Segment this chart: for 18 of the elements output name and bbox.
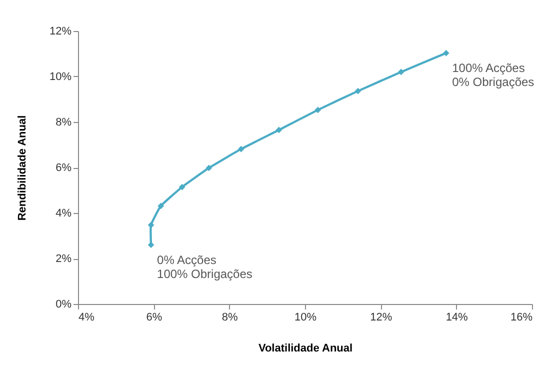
x-tick-label: 6% — [146, 312, 162, 324]
y-axis-title: Rendibilidade Anual — [16, 115, 28, 221]
y-tick-label: 12% — [49, 26, 72, 38]
x-tick-label: 16% — [510, 312, 533, 324]
annotation: 0% Acções 100% Obrigações — [157, 252, 252, 281]
x-tick-label: 10% — [294, 312, 317, 324]
y-tick-label: 8% — [56, 116, 72, 128]
y-tick-label: 0% — [56, 298, 72, 310]
annotation: 100% Acções 0% Obrigações — [452, 61, 534, 90]
x-tick-label: 12% — [370, 312, 392, 324]
y-tick-label: 4% — [56, 208, 72, 220]
y-tick-label: 10% — [49, 71, 72, 83]
y-tick-label: 2% — [56, 253, 72, 265]
y-tick-label: 6% — [56, 162, 72, 174]
x-tick-label: 8% — [222, 312, 238, 324]
x-tick-label: 4% — [78, 312, 95, 324]
x-tick-label: 14% — [446, 312, 468, 324]
x-axis-title: Volatilidade Anual — [258, 342, 353, 354]
